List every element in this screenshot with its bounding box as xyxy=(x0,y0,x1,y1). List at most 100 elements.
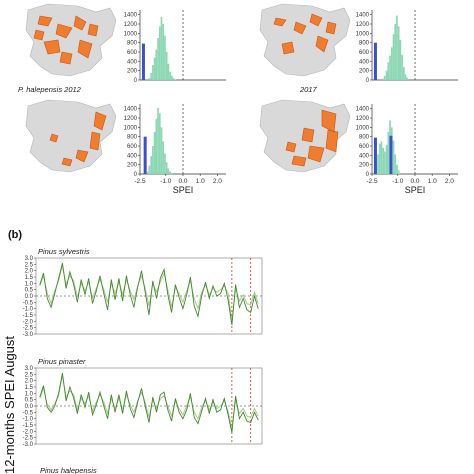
hist-bar xyxy=(155,118,158,174)
hist-bar xyxy=(158,113,161,174)
hist-y-tick-label: 0 xyxy=(366,172,370,178)
timeseries-title: Pinus sylvestris xyxy=(38,247,90,256)
timeseries-layer: Pinus sylvestris3.02.52.01.51.00.50.0-0.… xyxy=(23,247,263,448)
hist-x-tick-label: 2.0 xyxy=(445,178,454,185)
ts-y-tick-label: 0.5 xyxy=(25,288,34,294)
hist-bar xyxy=(164,35,166,80)
ts-series-line xyxy=(39,375,259,429)
ts-y-tick-label: 0.0 xyxy=(25,294,34,300)
ts-y-tick-label: -2.0 xyxy=(23,429,34,435)
hist-y-tick-label: 1000 xyxy=(356,125,370,131)
timeseries-5: Pinus pinaster3.02.52.01.51.00.50.0-0.5-… xyxy=(23,357,263,448)
hist-y-tick-label: 400 xyxy=(127,153,138,159)
hist-bar xyxy=(150,156,153,174)
hist-x-tick-label: 2.0 xyxy=(213,178,222,185)
hist-bar xyxy=(155,49,158,80)
hist-y-tick-label: 0 xyxy=(134,78,138,84)
ts-series-line xyxy=(39,373,259,433)
hist-bar xyxy=(406,77,409,80)
hist-bar xyxy=(165,52,168,80)
ts-y-tick-label: 1.5 xyxy=(25,275,34,281)
hist-y-tick-label: 1200 xyxy=(124,116,138,122)
ts-y-tick-label: 3.0 xyxy=(25,256,34,262)
hist-bar xyxy=(382,147,385,174)
hist-bar xyxy=(172,78,175,80)
hist-y-tick-label: 1000 xyxy=(356,31,370,37)
ts-y-tick-label: -1.5 xyxy=(23,423,34,429)
hist-bar xyxy=(153,57,156,80)
hist-y-tick-label: 200 xyxy=(359,69,370,75)
ts-y-tick-label: -1.0 xyxy=(23,307,34,313)
hist-bar xyxy=(169,171,171,174)
map-top-right xyxy=(259,3,351,77)
hist-y-tick-label: 600 xyxy=(127,50,138,56)
hist-y-tick-label: 800 xyxy=(127,135,138,141)
ts-y-tick-label: 2.0 xyxy=(25,379,34,385)
ts-y-tick-label: -2.5 xyxy=(23,326,34,332)
hist-y-tick-label: 0 xyxy=(366,78,370,84)
hist-y-tick-label: 200 xyxy=(359,163,370,169)
hist-bar xyxy=(165,162,168,174)
hist-bar xyxy=(396,15,398,81)
hist-x-tick-label: -1.0 xyxy=(392,178,404,185)
hist-x-tick-label: -2.5 xyxy=(134,178,146,185)
hist-bar xyxy=(401,54,403,80)
ts-y-tick-label: -2.0 xyxy=(23,319,34,325)
hist-y-tick-label: 1000 xyxy=(124,31,138,37)
hist-bar xyxy=(378,143,381,174)
hist-bar xyxy=(385,145,388,174)
histogram-2: 0 200 400 600 800 1000 1200 1400 -2.5 -1.0 0.0 1.0 2… xyxy=(124,104,226,195)
hist-marker xyxy=(141,43,145,80)
hist-bar xyxy=(150,73,153,80)
ts-y-tick-label: -0.5 xyxy=(23,410,34,416)
hist-bar xyxy=(397,170,400,174)
hist-y-tick-label: 1400 xyxy=(356,13,370,19)
hist-y-tick-label: 1400 xyxy=(124,13,138,19)
hist-bar xyxy=(392,140,395,174)
hist-x-label: SPEI xyxy=(405,185,426,195)
ts-y-tick-label: -1.5 xyxy=(23,313,34,319)
hist-x-tick-label: 0.0 xyxy=(178,178,187,185)
histogram-0: 0 200 400 600 800 1000 1200 1400 xyxy=(124,10,226,84)
hist-bar xyxy=(152,65,154,80)
hist-bar xyxy=(392,34,395,80)
hist-bar xyxy=(152,146,154,174)
hist-x-label: SPEI xyxy=(173,185,194,195)
hist-bar xyxy=(174,79,177,80)
hist-x-tick-label: -1.0 xyxy=(160,178,172,185)
hist-bar xyxy=(402,66,405,80)
hist-bar xyxy=(404,74,407,80)
hist-y-tick-label: 1200 xyxy=(356,116,370,122)
hist-y-tick-label: 600 xyxy=(359,144,370,150)
hist-bar xyxy=(394,154,397,174)
map-bottom-right xyxy=(259,99,351,173)
hist-marker-2 xyxy=(389,135,393,174)
map-top-left xyxy=(25,3,117,77)
hist-bar xyxy=(164,153,166,174)
hist-y-tick-label: 1400 xyxy=(356,107,370,113)
timeseries-4: Pinus sylvestris 3.02.52.01.51.00.50.0-0.… xyxy=(23,247,263,338)
ts-y-tick-label: -3.0 xyxy=(23,442,34,448)
hist-bar xyxy=(160,127,163,174)
hist-bar xyxy=(389,55,391,80)
ts-y-tick-label: 2.5 xyxy=(25,262,34,268)
histogram-1: 0 200 400 600 800 1000 1200 1400 xyxy=(356,10,458,84)
ts-series-line xyxy=(39,265,259,322)
hist-bar xyxy=(162,24,165,80)
hist-y-tick-label: 400 xyxy=(359,153,370,159)
hist-bar xyxy=(160,17,163,80)
hist-x-tick-label: -2.5 xyxy=(366,178,378,185)
hist-bar xyxy=(399,39,402,80)
y-axis-label: 12-months SPEI August xyxy=(2,336,17,474)
hist-y-tick-label: 800 xyxy=(359,135,370,141)
ts-y-tick-label: -3.0 xyxy=(23,332,34,338)
map-caption-left: P. halepensis 2012 xyxy=(18,85,82,94)
hist-marker xyxy=(373,137,377,174)
ts-y-tick-label: -0.5 xyxy=(23,300,34,306)
ts-y-tick-label: -1.0 xyxy=(23,417,34,423)
hist-bar xyxy=(157,107,159,174)
histogram-layer: 0 200 400 600 800 1000 1200 1400 0 200 400 600 800 10… xyxy=(124,10,458,195)
ts-y-tick-label: 2.0 xyxy=(25,269,34,275)
histogram-3: 0 200 400 600 800 1000 1200 1400 -2.5 -1.0 0.0 1.0 2… xyxy=(356,104,458,195)
